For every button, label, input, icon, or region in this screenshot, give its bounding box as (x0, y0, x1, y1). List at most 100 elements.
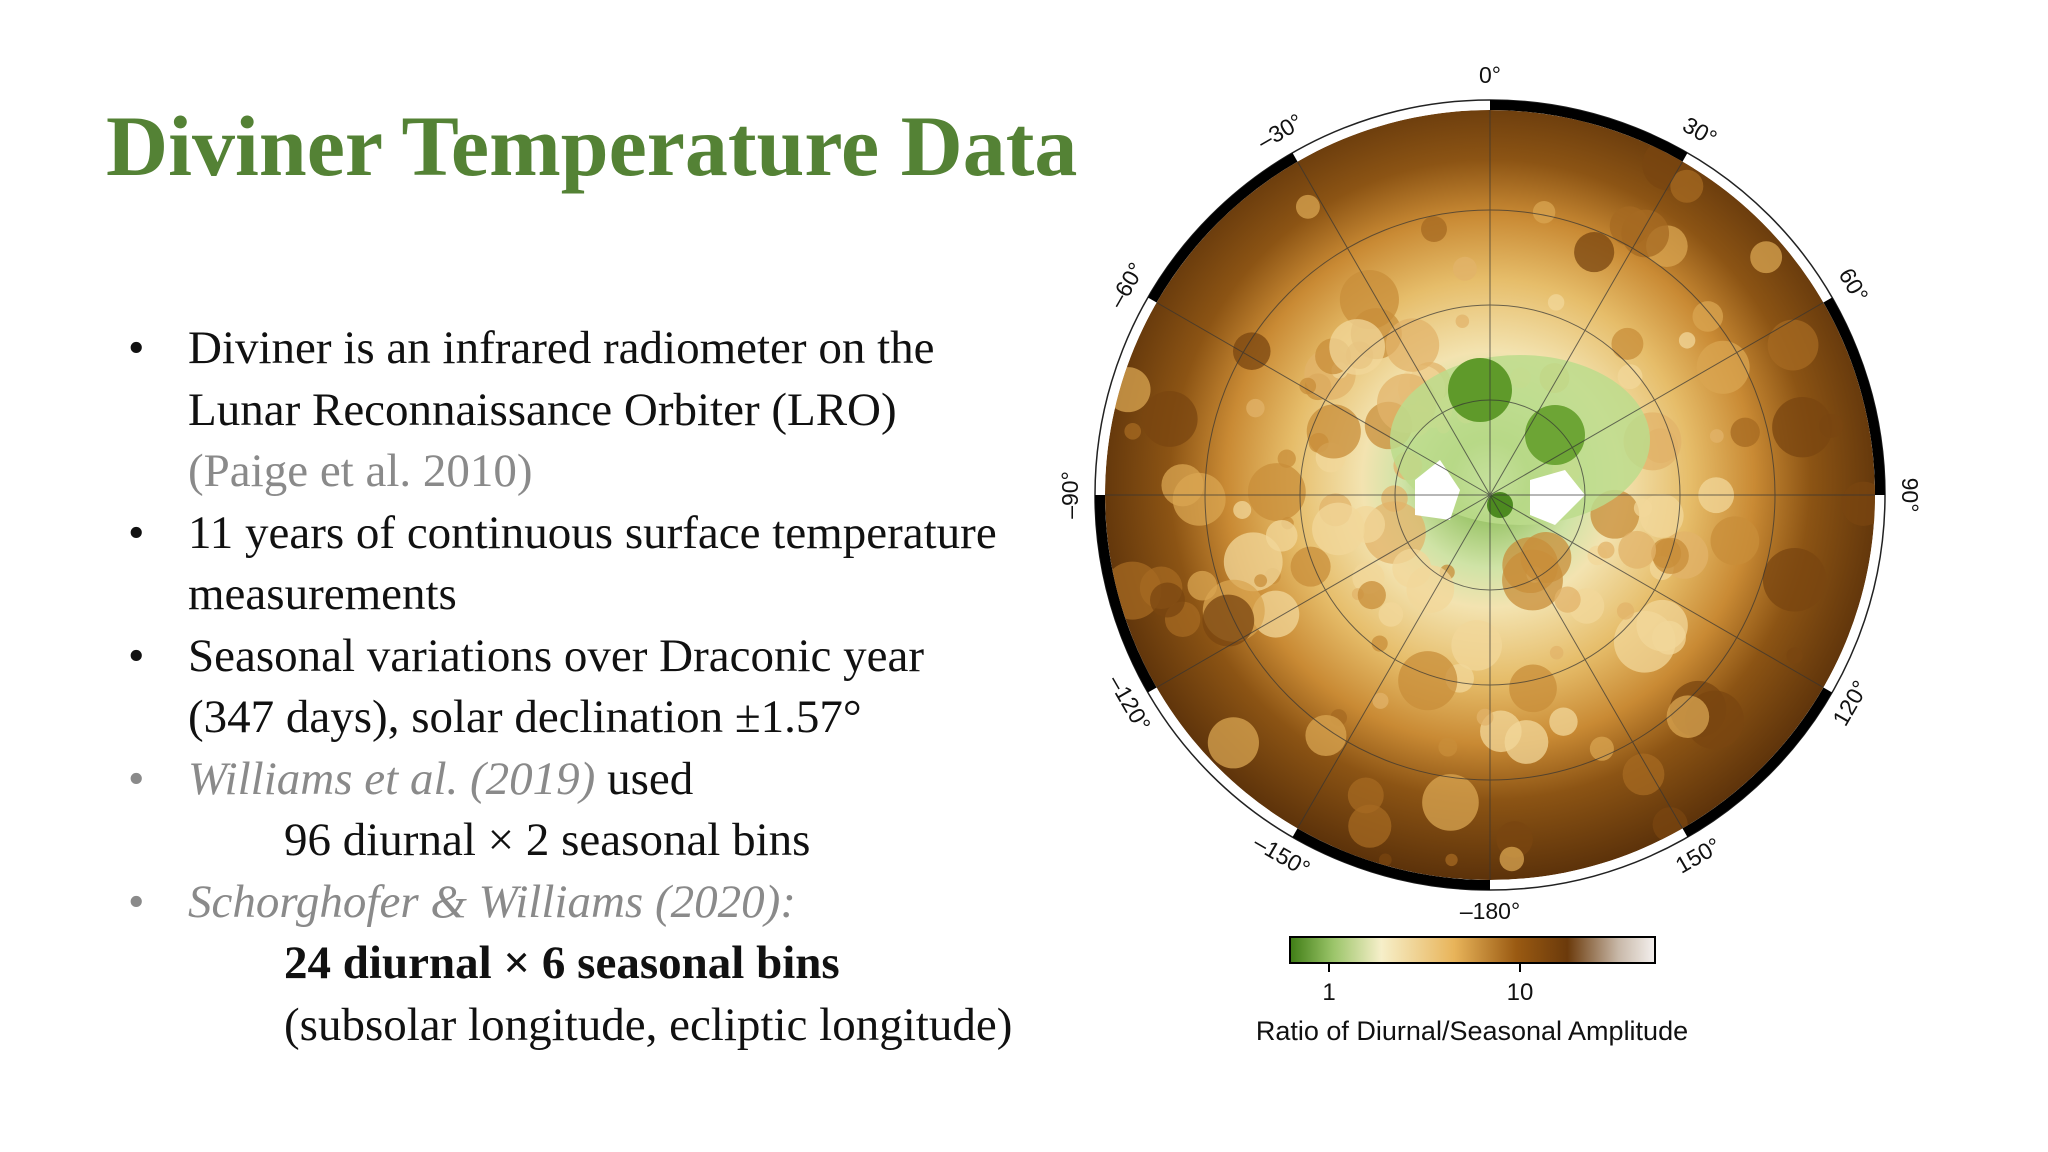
crater (1246, 398, 1265, 418)
crater (1617, 364, 1643, 390)
frame-segment (1147, 152, 1298, 303)
crater (1277, 449, 1296, 468)
crater (1451, 620, 1502, 671)
crater (1312, 502, 1365, 556)
bullet-text: Seasonal variations over Draconic year (188, 629, 925, 682)
crater (1306, 404, 1361, 459)
crater (1452, 256, 1477, 281)
crater (1265, 519, 1298, 552)
graticule (1105, 110, 1875, 880)
crater (1150, 582, 1185, 618)
frame-segment (1489, 100, 1688, 162)
reference-text: Schorghofer & Williams (2020): (188, 875, 796, 928)
crater (1372, 692, 1389, 709)
bullet-marker: • (128, 875, 145, 928)
reference-text: (Paige et al. 2010) (188, 445, 533, 497)
bullet-marker: • (128, 752, 145, 805)
crater (1422, 774, 1479, 831)
crater (1378, 853, 1392, 867)
meridian-line (1489, 494, 1824, 688)
crater (1406, 565, 1455, 613)
meridian-line (1297, 161, 1491, 496)
crater (1161, 464, 1204, 507)
crater (1421, 216, 1447, 243)
meridian-line (1489, 494, 1683, 829)
crater (1520, 532, 1572, 583)
longitude-label: 90° (1897, 478, 1923, 513)
frame-ticks (1095, 100, 1885, 890)
crater (1633, 498, 1653, 518)
crater (1290, 546, 1331, 587)
crater (1504, 720, 1549, 764)
longitude-label: –60° (1103, 258, 1149, 312)
longitude-label: 0° (1479, 62, 1501, 88)
crater (1455, 314, 1470, 328)
crater (1476, 708, 1494, 726)
bullet-text: Lunar Reconnaissance Orbiter (LRO) (188, 383, 897, 436)
crater (1499, 846, 1525, 872)
crater (1696, 340, 1750, 394)
bullet-item: • Seasonal variations over Draconic year (128, 626, 1088, 688)
crater (1207, 717, 1259, 769)
bullet-marker: • (128, 629, 145, 682)
bullet-text: Diviner is an infrared radiometer on the (188, 322, 935, 374)
crater (1223, 532, 1283, 592)
bullet-text: 11 years of continuous surface temperatu… (188, 506, 997, 559)
bullet-subtext-bold: 24 diurnal × 6 seasonal bins (284, 937, 840, 989)
crater (1554, 586, 1581, 613)
crater (1762, 547, 1827, 612)
crater (1819, 413, 1844, 438)
crater (1357, 581, 1386, 610)
crater (1772, 397, 1833, 458)
crater (1651, 538, 1682, 569)
crater (1547, 294, 1565, 311)
bullet-text: used (595, 752, 694, 805)
crater (1348, 804, 1392, 848)
crater (1254, 574, 1268, 588)
bullet-item: • 11 years of continuous surface tempera… (128, 503, 1088, 565)
crater (1398, 651, 1458, 711)
meridian-line (1489, 302, 1824, 496)
crater (1750, 241, 1783, 274)
crater (1532, 200, 1556, 224)
polar-map: 0°30°60°90°120°150°–180°–150°–120°–90°–6… (1060, 62, 1923, 1046)
frame-segment (1682, 687, 1833, 838)
longitude-label: –30° (1253, 108, 1307, 154)
crater (1786, 647, 1803, 664)
crater (1621, 209, 1670, 258)
bullet-subtext: 96 diurnal × 2 seasonal bins (284, 814, 811, 866)
crater (1574, 232, 1615, 273)
crater (1710, 516, 1760, 566)
longitude-label: 60° (1834, 263, 1874, 306)
crater (1385, 318, 1440, 372)
meridian-line (1156, 302, 1491, 496)
crater (1233, 500, 1252, 519)
bullet-item: • Diviner is an infrared radiometer on t… (128, 318, 1088, 380)
crater (1692, 301, 1724, 332)
crater (1636, 599, 1688, 652)
crater (1247, 463, 1306, 521)
bullet-item: • Williams et al. (2019) used (128, 749, 1088, 811)
crater (1709, 429, 1724, 443)
crater (1124, 422, 1142, 440)
bullet-list: • Diviner is an infrared radiometer on t… (128, 318, 1088, 1056)
bullet-text: (347 days), solar declination ±1.57° (188, 691, 862, 743)
crater (1295, 194, 1320, 219)
crater (1678, 332, 1696, 349)
crater (1299, 377, 1317, 395)
crater (1378, 602, 1404, 627)
bullet-item: • Schorghofer & Williams (2020): (128, 872, 1088, 934)
colorbar-label: Ratio of Diurnal/Seasonal Amplitude (1256, 1016, 1688, 1046)
crater (1347, 777, 1384, 814)
crater (1305, 714, 1347, 757)
crater (1438, 737, 1458, 757)
bullet-text: measurements (188, 568, 457, 620)
bullet-marker: • (128, 322, 145, 374)
crater (1730, 417, 1760, 447)
crater (1549, 707, 1578, 736)
crater (1329, 319, 1386, 375)
reference-text: Williams et al. (2019) (188, 752, 596, 805)
colorbar-tick-label: 1 (1322, 979, 1335, 1006)
crater (1232, 332, 1271, 370)
